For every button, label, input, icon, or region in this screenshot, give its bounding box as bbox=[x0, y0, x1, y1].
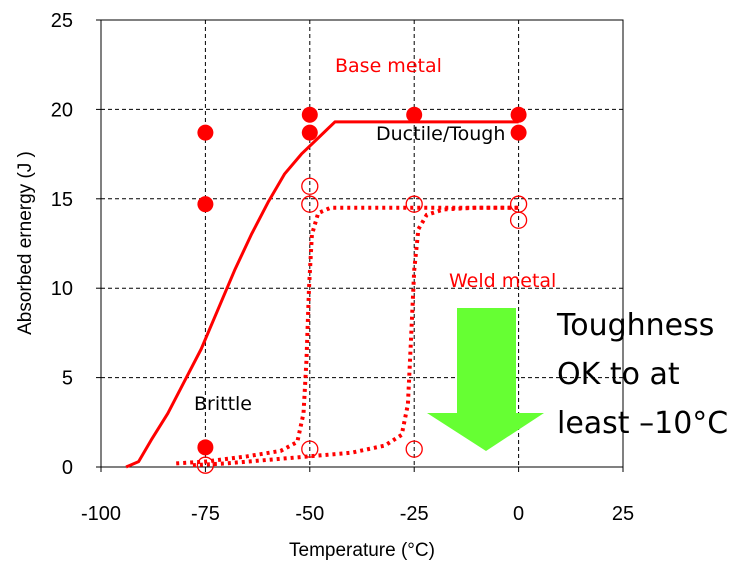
x-tick-label: -25 bbox=[400, 503, 429, 525]
weld-metal-point bbox=[301, 177, 319, 195]
x-tick-labels: -100 -75 -50 -25 0 25 bbox=[81, 467, 634, 525]
y-axis-title: Absorbed ernergy (J ) bbox=[15, 151, 36, 335]
x-axis-title: Temperature (°C) bbox=[289, 540, 435, 561]
weld-metal-point bbox=[405, 195, 423, 213]
base-metal-curve bbox=[125, 120, 519, 469]
y-tick-label: 10 bbox=[51, 278, 73, 300]
weld-metal-curve bbox=[176, 205, 519, 466]
weld-metal-curve bbox=[192, 205, 519, 468]
plot-frame bbox=[100, 19, 624, 468]
base-metal-point bbox=[510, 106, 527, 123]
base-metal-point bbox=[301, 124, 318, 141]
fit-curves bbox=[125, 120, 519, 469]
x-tick-label: 0 bbox=[513, 503, 524, 525]
toughness-note-line2: OK to at bbox=[557, 357, 680, 392]
base-metal-point bbox=[510, 124, 527, 141]
y-tick-label: 25 bbox=[51, 10, 73, 32]
plot-background bbox=[101, 20, 623, 467]
base-metal-point bbox=[197, 196, 214, 213]
label-weld-metal: Weld metal bbox=[449, 270, 556, 292]
base-metal-point bbox=[197, 439, 214, 456]
toughness-note-line3: least –10°C bbox=[557, 406, 728, 441]
y-tick-labels: 0 5 10 15 20 25 bbox=[51, 10, 101, 479]
y-tick-label: 5 bbox=[62, 368, 73, 390]
downward-arrow-icon bbox=[427, 308, 544, 451]
weld-metal-point bbox=[509, 211, 528, 229]
weld-metal-point bbox=[301, 195, 319, 213]
base-metal-point bbox=[301, 106, 318, 123]
x-tick-label: 25 bbox=[612, 503, 634, 525]
grid-lines bbox=[101, 20, 623, 467]
y-tick-label: 15 bbox=[51, 189, 73, 211]
toughness-note-line1: Toughness bbox=[556, 308, 714, 343]
data-points bbox=[196, 106, 528, 474]
weld-metal-point bbox=[301, 440, 319, 458]
base-metal-point bbox=[197, 124, 214, 141]
label-ductile-tough: Ductile/Tough bbox=[376, 123, 505, 145]
y-tick-label: 20 bbox=[51, 99, 73, 121]
y-tick-label: 0 bbox=[62, 457, 73, 479]
label-base-metal: Base metal bbox=[335, 55, 442, 77]
x-tick-label: -75 bbox=[191, 503, 220, 525]
x-tick-label: -100 bbox=[81, 503, 121, 525]
base-metal-point bbox=[406, 106, 423, 123]
x-tick-label: -50 bbox=[295, 503, 324, 525]
weld-metal-point bbox=[196, 456, 215, 474]
weld-metal-point bbox=[405, 440, 423, 458]
label-brittle: Brittle bbox=[194, 393, 252, 415]
